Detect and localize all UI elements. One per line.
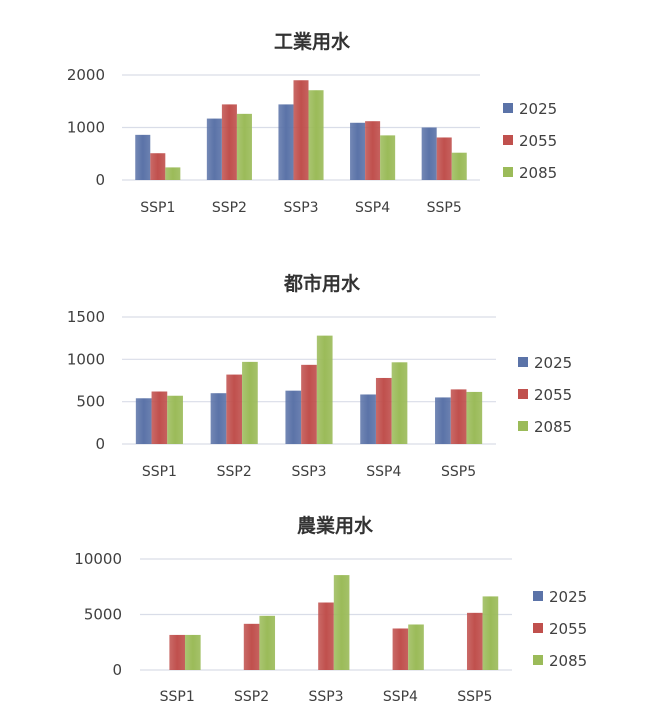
x-tick-label: SSP1: [142, 464, 177, 480]
bar-ssp5-2055: [466, 612, 483, 670]
y-tick-label: 2000: [67, 66, 105, 84]
legend-label: 2025: [519, 100, 557, 118]
legend-swatch-2025: [503, 103, 513, 113]
chart-panel-3: 農業用水 0 5000 10000 SSP1 SSP2 SSP3 SSP4 SSP5 2025 20…: [74, 514, 587, 705]
bar-ssp5-2055: [450, 389, 467, 444]
bar-ssp1-2055: [169, 634, 186, 670]
bar-ssp2-2055: [226, 374, 243, 444]
x-tick-label: SSP5: [457, 689, 492, 705]
y-tick-label: 1000: [67, 119, 105, 137]
y-tick-label: 0: [95, 435, 105, 453]
bar-ssp5-2085: [451, 152, 467, 180]
bar-ssp2-2055: [221, 104, 237, 180]
legend-label: 2025: [549, 588, 587, 606]
x-tick-label: SSP2: [217, 464, 252, 480]
bar-ssp4-2025: [360, 394, 376, 444]
x-tick-label: SSP2: [212, 200, 247, 216]
chart-title: 都市用水: [283, 272, 361, 295]
legend-swatch-2025: [533, 591, 543, 601]
bar-ssp3-2085: [333, 575, 350, 670]
bar-ssp5-2025: [435, 397, 451, 444]
chart-panel-2: 都市用水 0 500 1000 1500 SSP1 SSP2 SSP3 SSP4 SSP5 2025…: [67, 272, 572, 480]
legend-label: 2085: [534, 418, 572, 436]
bar-ssp1-2085: [167, 395, 183, 444]
y-tick-label: 0: [112, 661, 122, 679]
legend-label: 2025: [534, 354, 572, 372]
bar-ssp3-2085: [308, 90, 324, 180]
legend-swatch-2085: [533, 655, 543, 665]
bar-ssp4-2085: [408, 624, 424, 670]
bar-ssp3-2025: [278, 104, 294, 180]
bar-ssp4-2085: [391, 362, 408, 444]
y-tick-label: 10000: [74, 550, 122, 568]
bar-ssp4-2085: [380, 135, 396, 180]
x-tick-label: SSP5: [427, 200, 462, 216]
x-tick-label: SSP4: [366, 464, 401, 480]
bar-ssp5-2085: [482, 596, 499, 670]
bar-ssp3-2025: [285, 390, 302, 444]
legend-label: 2055: [519, 132, 557, 150]
y-tick-label: 1500: [67, 308, 105, 326]
bar-ssp5-2025: [421, 127, 437, 180]
chart-title: 農業用水: [297, 514, 374, 537]
legend-label: 2085: [519, 164, 557, 182]
y-tick-label: 0: [95, 171, 105, 189]
y-tick-label: 1000: [67, 350, 105, 368]
legend-swatch-2085: [518, 421, 528, 431]
x-tick-label: SSP1: [160, 689, 195, 705]
bar-ssp1-2085: [185, 634, 201, 670]
bar-ssp1-2025: [135, 134, 151, 180]
bar-ssp1-2055: [151, 391, 168, 444]
bar-ssp3-2055: [293, 80, 309, 180]
legend-label: 2055: [549, 620, 587, 638]
bar-ssp4-2055: [375, 377, 392, 444]
bar-ssp5-2085: [466, 391, 483, 444]
bar-ssp4-2055: [392, 628, 409, 670]
bar-ssp1-2085: [165, 167, 181, 180]
x-tick-label: SSP4: [355, 200, 390, 216]
chart-panel-1: 工業用水 0 1000 2000 SSP1 SSP2 SSP3 SSP4 SSP5 2025 205…: [67, 30, 557, 216]
bar-ssp3-2055: [318, 602, 334, 670]
x-tick-label: SSP3: [283, 200, 318, 216]
x-tick-label: SSP3: [308, 689, 343, 705]
y-tick-label: 500: [76, 393, 105, 411]
x-tick-label: SSP2: [234, 689, 269, 705]
x-tick-label: SSP4: [383, 689, 418, 705]
bar-ssp4-2025: [350, 122, 366, 180]
bar-ssp4-2055: [365, 121, 381, 180]
bar-ssp2-2085: [236, 113, 252, 180]
legend-swatch-2055: [518, 389, 528, 399]
legend-swatch-2085: [503, 167, 513, 177]
bar-ssp1-2055: [150, 153, 166, 180]
y-tick-label: 5000: [84, 606, 122, 624]
x-tick-label: SSP1: [140, 200, 175, 216]
legend-swatch-2055: [503, 135, 513, 145]
x-tick-label: SSP3: [291, 464, 326, 480]
bar-ssp2-2085: [242, 361, 258, 444]
bar-ssp2-2025: [210, 393, 227, 444]
legend-label: 2055: [534, 386, 572, 404]
bar-ssp3-2055: [301, 364, 317, 444]
bar-ssp5-2055: [436, 137, 452, 180]
legend-label: 2085: [549, 652, 587, 670]
legend-swatch-2025: [518, 357, 528, 367]
bar-ssp2-2025: [206, 118, 222, 180]
bar-ssp3-2085: [316, 335, 333, 444]
bar-ssp2-2055: [243, 623, 260, 670]
legend-swatch-2055: [533, 623, 543, 633]
chart-title: 工業用水: [274, 30, 351, 53]
x-tick-label: SSP5: [441, 464, 476, 480]
bar-ssp1-2025: [135, 398, 152, 444]
bar-ssp2-2085: [259, 615, 276, 670]
